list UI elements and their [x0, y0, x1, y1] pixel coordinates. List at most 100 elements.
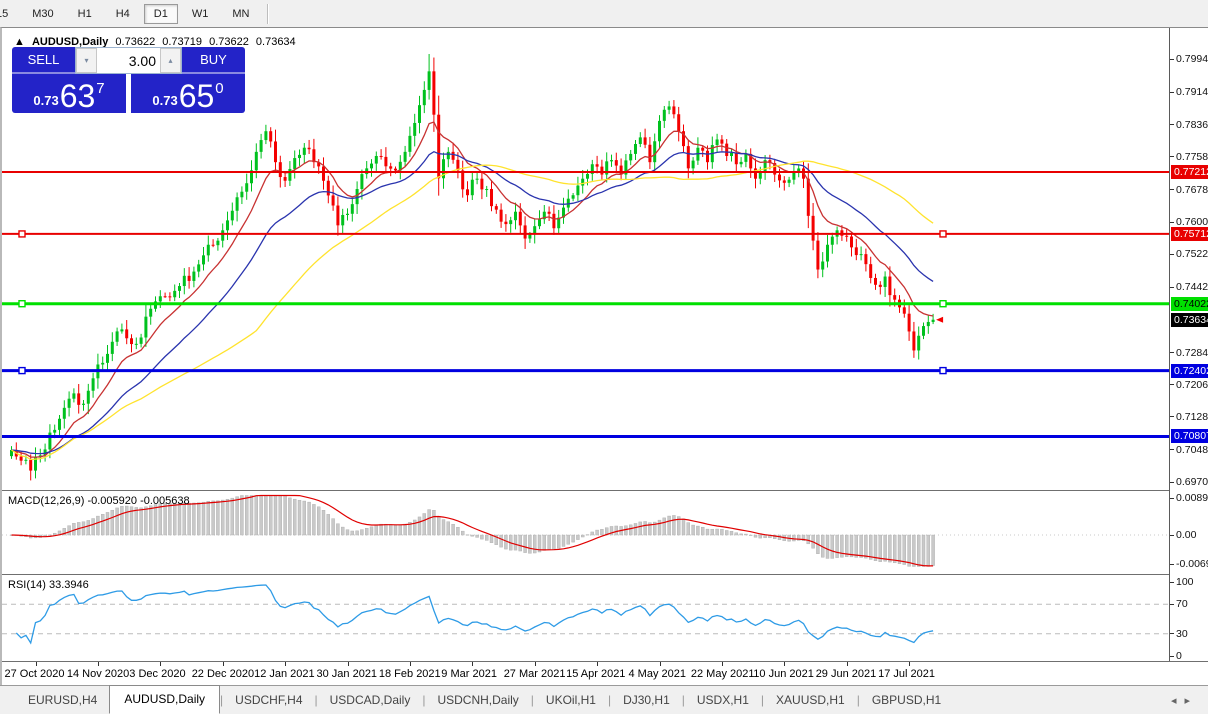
candle-body	[130, 338, 133, 345]
candle-body	[691, 160, 695, 169]
tab-ukoil-h1[interactable]: UKOil,H1	[545, 693, 596, 707]
price-axis-tick	[1170, 253, 1174, 255]
candle-body	[259, 140, 263, 152]
sell-price-display[interactable]: 0.73 63 7	[12, 74, 126, 113]
pane-splitter[interactable]	[2, 574, 1208, 576]
hline-handle[interactable]	[18, 230, 26, 238]
rsi-line	[15, 584, 934, 645]
volume-increase-button[interactable]: ▴	[160, 48, 181, 73]
macd-histogram-bar	[67, 525, 71, 536]
macd-histogram-bar	[792, 534, 796, 542]
hline-handle[interactable]	[939, 300, 947, 308]
macd-histogram-bar	[422, 513, 426, 536]
tab-eurusd-h4[interactable]: EURUSD,H4	[28, 693, 98, 707]
macd-histogram-bar	[657, 519, 662, 536]
macd-axis-tick	[1170, 534, 1174, 536]
pane-splitter[interactable]	[2, 490, 1208, 492]
tab-scroll-left-icon[interactable]: ◂	[1170, 694, 1185, 707]
macd-histogram-bar	[873, 534, 878, 561]
candle-body	[197, 264, 201, 272]
date-axis-label: 10 Jun 2021	[753, 668, 814, 680]
tab-audusd-daily[interactable]: AUDUSD,Daily	[109, 684, 221, 714]
tab-gbpusd-h1[interactable]: GBPUSD,H1	[871, 693, 942, 707]
price-axis-tick	[1170, 481, 1174, 483]
volume-decrease-button[interactable]: ▾	[76, 48, 97, 73]
hline-handle[interactable]	[939, 366, 947, 375]
date-axis-label: 9 Mar 2021	[441, 668, 497, 680]
hline-handle[interactable]	[18, 366, 26, 375]
macd-histogram-bar	[465, 534, 470, 536]
candle-body	[422, 89, 426, 106]
macd-histogram-bar	[86, 520, 91, 536]
macd-histogram-bar	[384, 523, 388, 536]
candle-body	[518, 211, 522, 226]
buy-price-display[interactable]: 0.73 65 0	[131, 74, 245, 113]
rsi-axis-label: 70	[1176, 598, 1188, 611]
candle-body	[10, 449, 13, 457]
macd-axis-tick	[1170, 563, 1174, 565]
candle-body	[374, 155, 378, 164]
macd-histogram-bar	[451, 524, 455, 536]
tab-usdcad-daily[interactable]: USDCAD,Daily	[329, 693, 411, 707]
candle-body	[686, 146, 690, 169]
date-axis-tick	[721, 662, 723, 666]
tab-xauusd-h1[interactable]: XAUUSD,H1	[776, 693, 845, 707]
candle-body	[355, 189, 359, 205]
collapse-arrow-icon[interactable]: ▲	[14, 36, 25, 48]
candle-body	[624, 160, 628, 175]
timeframe-button-m30[interactable]: M30	[32, 7, 54, 20]
hline-handle[interactable]	[18, 300, 26, 308]
macd-histogram-bar	[72, 523, 76, 536]
tab-usdcnh-daily[interactable]: USDCNH,Daily	[437, 693, 519, 707]
candle-body	[427, 71, 431, 90]
candle-body	[490, 189, 493, 207]
hline-handle[interactable]	[939, 230, 947, 238]
volume-input[interactable]: 3.00	[128, 52, 156, 69]
tab-usdchf-h4[interactable]: USDCHF,H4	[235, 693, 303, 707]
buy-button[interactable]: BUY	[182, 47, 245, 74]
candle-body	[806, 178, 810, 216]
candle-body	[134, 343, 138, 345]
candle-body	[720, 139, 724, 144]
sell-button[interactable]: SELL	[12, 47, 75, 74]
candle-body	[211, 244, 215, 246]
macd-histogram-bar	[91, 518, 95, 536]
timeframe-button-w1[interactable]: W1	[191, 7, 209, 20]
candle-body	[101, 362, 105, 365]
timeframe-button-mn[interactable]: MN	[232, 7, 250, 20]
macd-histogram-bar	[902, 534, 906, 565]
price-chart-pane[interactable]	[2, 30, 1169, 490]
price-tag-0.70807: 0.70807	[1171, 429, 1208, 444]
candle-body	[274, 141, 277, 163]
macd-histogram-bar	[144, 506, 148, 536]
macd-histogram-bar	[773, 534, 777, 539]
macd-histogram-bar	[566, 534, 570, 545]
macd-histogram-bar	[533, 534, 537, 554]
tab-usdx-h1[interactable]: USDX,H1	[696, 693, 749, 707]
candle-body	[912, 331, 916, 351]
timeframe-button-h4[interactable]: H4	[115, 7, 130, 20]
macd-pane[interactable]	[2, 492, 1169, 573]
timeframe-button-h1[interactable]: H1	[77, 7, 92, 20]
macd-histogram-bar	[53, 532, 57, 536]
macd-histogram-bar	[254, 495, 259, 536]
price-tag-0.75712: 0.75712	[1171, 226, 1208, 241]
candle-body	[701, 147, 705, 151]
tab-scroll-right-icon[interactable]: ▸	[1184, 694, 1198, 707]
rsi-pane[interactable]	[2, 576, 1169, 661]
price-tag-0.74022: 0.74022	[1171, 296, 1208, 311]
timeframe-button-d1[interactable]: D1	[143, 3, 178, 24]
candle-body	[763, 160, 767, 172]
candle-body	[734, 152, 738, 165]
candle-body	[600, 166, 604, 175]
candle-body	[614, 160, 618, 166]
ohlc-low: 0.73622	[209, 36, 249, 48]
macd-histogram-bar	[288, 497, 292, 536]
candle-body	[782, 180, 786, 183]
chart-window[interactable]: ▲ AUDUSD,Daily 0.73622 0.73719 0.73622 0…	[0, 27, 1208, 687]
tab-dj30-h1[interactable]: DJ30,H1	[623, 693, 670, 707]
timeframe-button-15[interactable]: 15	[0, 7, 9, 20]
date-axis-label: 22 Dec 2020	[191, 668, 255, 680]
macd-histogram-bar	[518, 534, 522, 552]
candle-body	[120, 329, 124, 332]
